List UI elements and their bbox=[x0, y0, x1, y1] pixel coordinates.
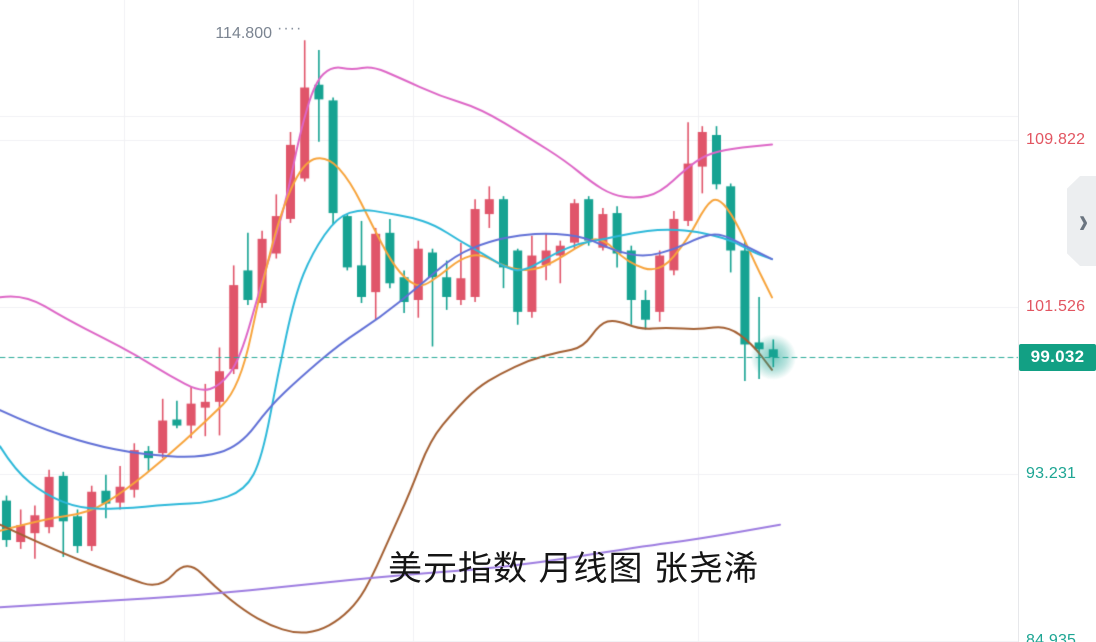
price-axis-label: 93.231 bbox=[1026, 464, 1077, 482]
expand-panel-button[interactable]: › bbox=[1067, 176, 1096, 266]
price-axis-label: 84.935 bbox=[1026, 631, 1077, 642]
high-price-label: 114.800 bbox=[215, 25, 272, 42]
price-axis[interactable]: 109.822 101.526 93.231 84.935 bbox=[1019, 0, 1096, 642]
price-axis-label: 101.526 bbox=[1026, 297, 1086, 315]
price-axis-separator bbox=[1018, 0, 1019, 642]
current-price-badge: 99.032 bbox=[1019, 343, 1096, 371]
high-price-leader-dots: ···· bbox=[277, 20, 303, 37]
chevron-right-icon: › bbox=[1078, 201, 1089, 240]
price-axis-label: 109.822 bbox=[1026, 131, 1086, 148]
chart-watermark-title: 美元指数 月线图 张尧浠 bbox=[388, 550, 759, 588]
candlestick-chart-canvas[interactable] bbox=[0, 0, 1018, 642]
